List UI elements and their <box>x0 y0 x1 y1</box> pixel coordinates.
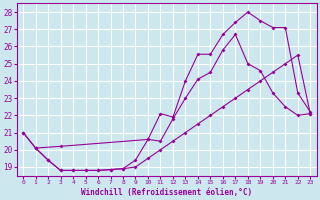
X-axis label: Windchill (Refroidissement éolien,°C): Windchill (Refroidissement éolien,°C) <box>81 188 252 197</box>
